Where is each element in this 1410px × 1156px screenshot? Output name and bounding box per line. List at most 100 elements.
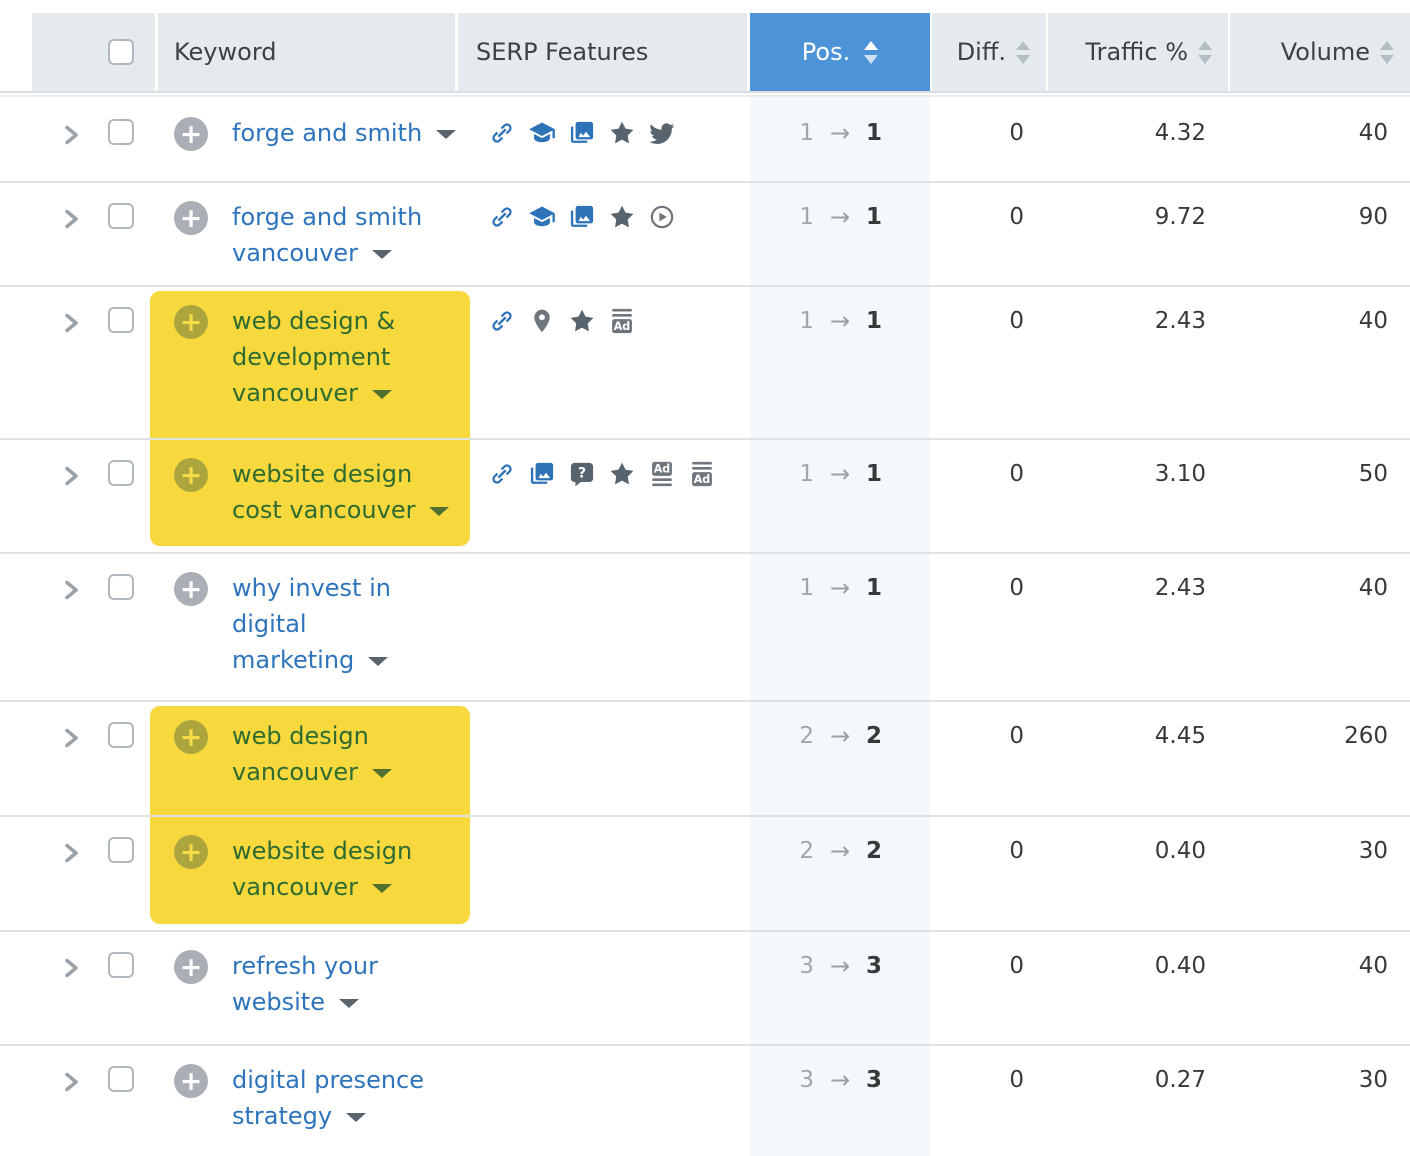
add-to-list-button[interactable]: + — [174, 1064, 208, 1098]
serp-ads-top-icon: Ad — [688, 460, 716, 488]
serp-features-cell — [458, 97, 747, 181]
sort-desc-icon[interactable] — [864, 54, 879, 64]
expand-chevron-icon[interactable] — [60, 122, 82, 148]
row-checkbox[interactable] — [108, 837, 134, 863]
traffic-percent-value: 2.43 — [1154, 308, 1206, 334]
volume-value: 50 — [1358, 461, 1388, 487]
row-select-cell — [32, 700, 155, 815]
keyword-link[interactable]: digital presence strategy — [232, 1062, 424, 1134]
position-after: 2 — [866, 838, 883, 864]
expand-chevron-icon[interactable] — [60, 1069, 82, 1095]
keyword-dropdown-icon[interactable] — [372, 250, 393, 259]
volume-sort-icons[interactable] — [1380, 40, 1394, 64]
add-to-list-button[interactable]: + — [174, 572, 208, 606]
row-checkbox[interactable] — [108, 952, 134, 978]
sort-desc-icon[interactable] — [1016, 54, 1030, 64]
svg-text:?: ? — [578, 466, 586, 482]
keyword-link[interactable]: refresh your website — [232, 948, 378, 1020]
serp-knowledge-graph-icon — [528, 203, 556, 231]
volume-value: 40 — [1358, 953, 1388, 979]
add-to-list-button[interactable]: + — [174, 720, 208, 754]
sort-desc-icon[interactable] — [1380, 54, 1394, 64]
expand-chevron-icon[interactable] — [60, 955, 82, 981]
row-checkbox[interactable] — [108, 119, 134, 145]
keyword-link[interactable]: why invest in digital marketing — [232, 570, 391, 678]
position-cell: 2 → 2 — [750, 700, 930, 815]
expand-chevron-icon[interactable] — [60, 463, 82, 489]
add-to-list-button[interactable]: + — [174, 835, 208, 869]
keyword-line: cost vancouver — [232, 492, 450, 528]
header-traffic-sort[interactable]: Traffic % — [1048, 13, 1228, 91]
header-serp-features: SERP Features — [458, 13, 747, 91]
keyword-link[interactable]: web design vancouver — [232, 718, 393, 790]
keyword-wrap: + forge and smith — [174, 115, 457, 151]
keyword-text: website design — [232, 460, 413, 488]
keyword-line: marketing — [232, 642, 391, 678]
expand-chevron-icon[interactable] — [60, 725, 82, 751]
add-to-list-button[interactable]: + — [174, 117, 208, 151]
keyword-cell: + web design vancouver — [150, 700, 470, 815]
keyword-cell: + why invest in digital marketing — [158, 552, 455, 700]
keyword-link[interactable]: website design cost vancouver — [232, 456, 450, 528]
keyword-line: forge and smith — [232, 199, 422, 235]
position-cell: 1 → 1 — [750, 285, 930, 438]
highlight-block — [150, 438, 470, 546]
keyword-link[interactable]: website design vancouver — [232, 833, 412, 905]
header-volume-sort[interactable]: Volume — [1230, 13, 1410, 91]
keyword-dropdown-icon[interactable] — [338, 999, 359, 1008]
row-select-cell — [32, 285, 155, 438]
keyword-dropdown-icon[interactable] — [368, 657, 389, 666]
row-checkbox[interactable] — [108, 307, 134, 333]
expand-chevron-icon[interactable] — [60, 577, 82, 603]
row-divider — [0, 285, 1410, 287]
keyword-dropdown-icon[interactable] — [372, 390, 393, 399]
keyword-link[interactable]: web design & development vancouver — [232, 303, 395, 411]
keyword-dropdown-icon[interactable] — [429, 507, 450, 516]
sort-asc-icon[interactable] — [1380, 40, 1394, 50]
sort-asc-icon[interactable] — [1016, 40, 1030, 50]
row-checkbox[interactable] — [108, 460, 134, 486]
pos-sort-icons[interactable] — [864, 40, 879, 64]
keyword-link[interactable]: forge and smith vancouver — [232, 199, 422, 271]
add-to-list-button[interactable]: + — [174, 201, 208, 235]
row-divider — [0, 181, 1410, 183]
keyword-line: website design — [232, 833, 412, 869]
row-checkbox[interactable] — [108, 722, 134, 748]
diff-value: 0 — [1009, 723, 1024, 749]
volume-value: 90 — [1358, 204, 1388, 230]
position-cell: 2 → 2 — [750, 815, 930, 930]
keyword-line: digital — [232, 606, 391, 642]
keyword-dropdown-icon[interactable] — [372, 884, 393, 893]
row-checkbox[interactable] — [108, 203, 134, 229]
row-checkbox[interactable] — [108, 1066, 134, 1092]
traffic-sort-icons[interactable] — [1198, 40, 1212, 64]
select-all-checkbox[interactable] — [108, 39, 134, 65]
keyword-link[interactable]: forge and smith — [232, 115, 457, 151]
add-to-list-button[interactable]: + — [174, 458, 208, 492]
position-cell: 1 → 1 — [750, 438, 930, 552]
keyword-dropdown-icon[interactable] — [372, 769, 393, 778]
keyword-wrap: + web design vancouver — [174, 718, 393, 790]
expand-chevron-icon[interactable] — [60, 840, 82, 866]
row-checkbox[interactable] — [108, 574, 134, 600]
expand-chevron-icon[interactable] — [60, 310, 82, 336]
add-to-list-button[interactable]: + — [174, 305, 208, 339]
add-to-list-button[interactable]: + — [174, 950, 208, 984]
sort-asc-icon[interactable] — [1198, 40, 1212, 50]
keyword-dropdown-icon[interactable] — [346, 1113, 367, 1122]
sort-asc-icon[interactable] — [864, 40, 879, 50]
sort-desc-icon[interactable] — [1198, 54, 1212, 64]
position-cell: 1 → 1 — [750, 97, 930, 181]
keyword-dropdown-icon[interactable] — [436, 130, 457, 139]
header-diff-sort[interactable]: Diff. — [932, 13, 1046, 91]
keyword-text: vancouver — [232, 379, 359, 407]
keyword-text: development — [232, 343, 391, 371]
keyword-wrap: + website design vancouver — [174, 833, 412, 905]
serp-reviews-icon — [608, 460, 636, 488]
expand-chevron-icon[interactable] — [60, 206, 82, 232]
diff-sort-icons[interactable] — [1016, 40, 1030, 64]
serp-knowledge-graph-icon — [528, 119, 556, 147]
position-before: 1 — [799, 204, 814, 230]
header-pos-sort[interactable]: Pos. — [750, 13, 930, 91]
